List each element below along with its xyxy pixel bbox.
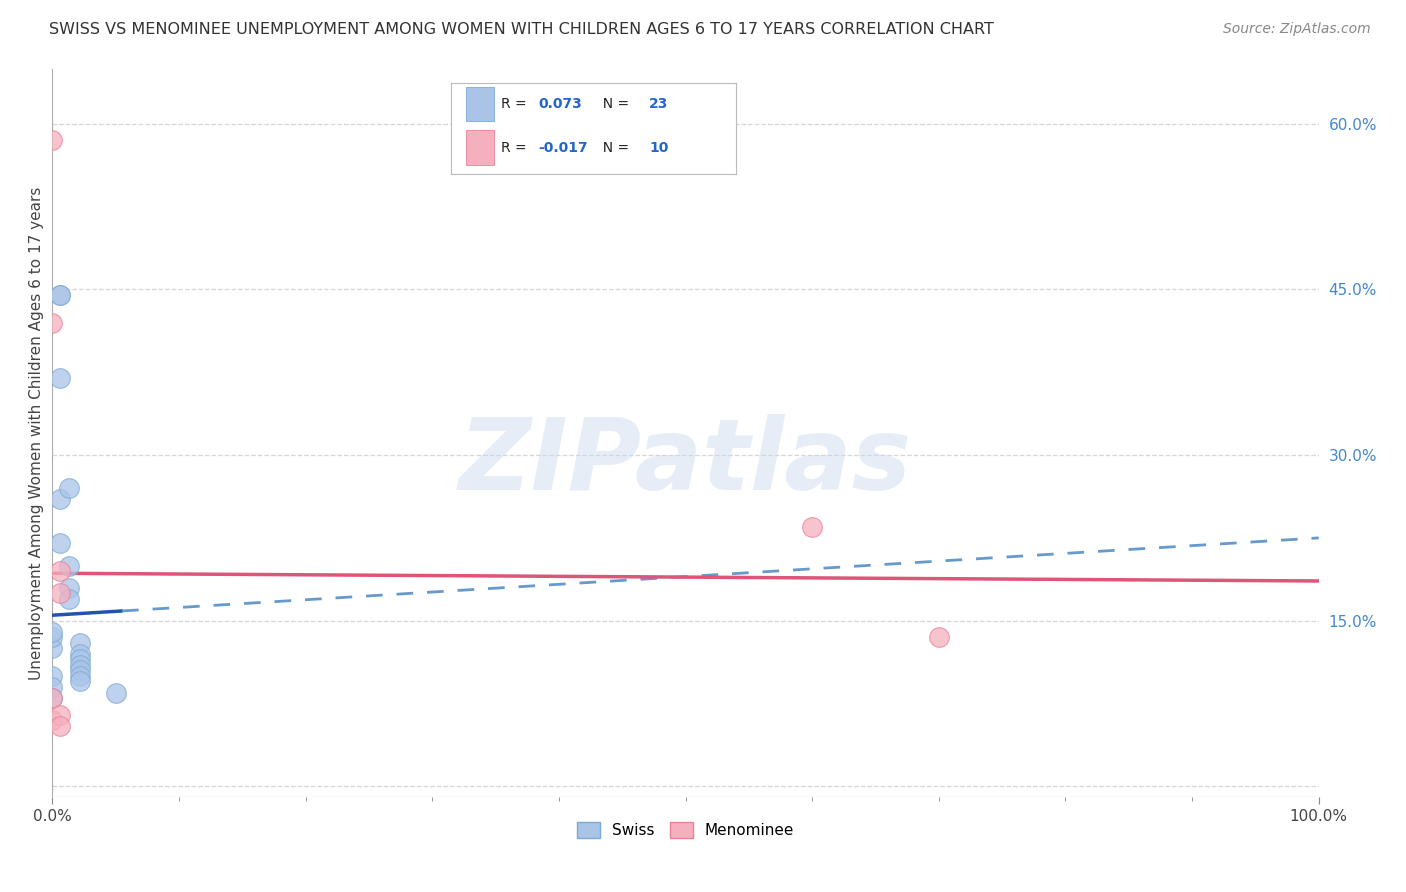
Point [69,657,91,672]
Point [69,647,91,661]
Point [41,713,63,727]
Text: SWISS VS MENOMINEE UNEMPLOYMENT AMONG WOMEN WITH CHILDREN AGES 6 TO 17 YEARS COR: SWISS VS MENOMINEE UNEMPLOYMENT AMONG WO… [49,22,994,37]
Point [49,370,72,384]
Point [49,719,72,733]
Point [41,680,63,694]
Point [69,664,91,678]
Point [49,492,72,507]
Point [41,133,63,147]
Point [41,641,63,656]
Point [928,630,950,644]
Point [801,520,824,534]
Point [41,669,63,683]
Point [41,624,63,639]
Point [69,652,91,666]
Point [58,591,80,606]
Legend: Swiss, Menominee: Swiss, Menominee [571,816,800,845]
Point [49,288,72,302]
Point [49,288,72,302]
Point [58,481,80,495]
Point [69,669,91,683]
Text: ZIPatlas: ZIPatlas [458,414,912,510]
Point [58,581,80,595]
Point [69,636,91,650]
Point [49,707,72,722]
Point [41,630,63,644]
Point [41,691,63,706]
Y-axis label: Unemployment Among Women with Children Ages 6 to 17 years: Unemployment Among Women with Children A… [30,186,44,680]
Point [49,564,72,578]
Point [69,674,91,689]
Point [58,558,80,573]
Point [49,586,72,600]
Text: Source: ZipAtlas.com: Source: ZipAtlas.com [1223,22,1371,37]
Point [41,316,63,330]
Point [49,536,72,550]
Point [104,685,127,699]
Point [41,691,63,706]
